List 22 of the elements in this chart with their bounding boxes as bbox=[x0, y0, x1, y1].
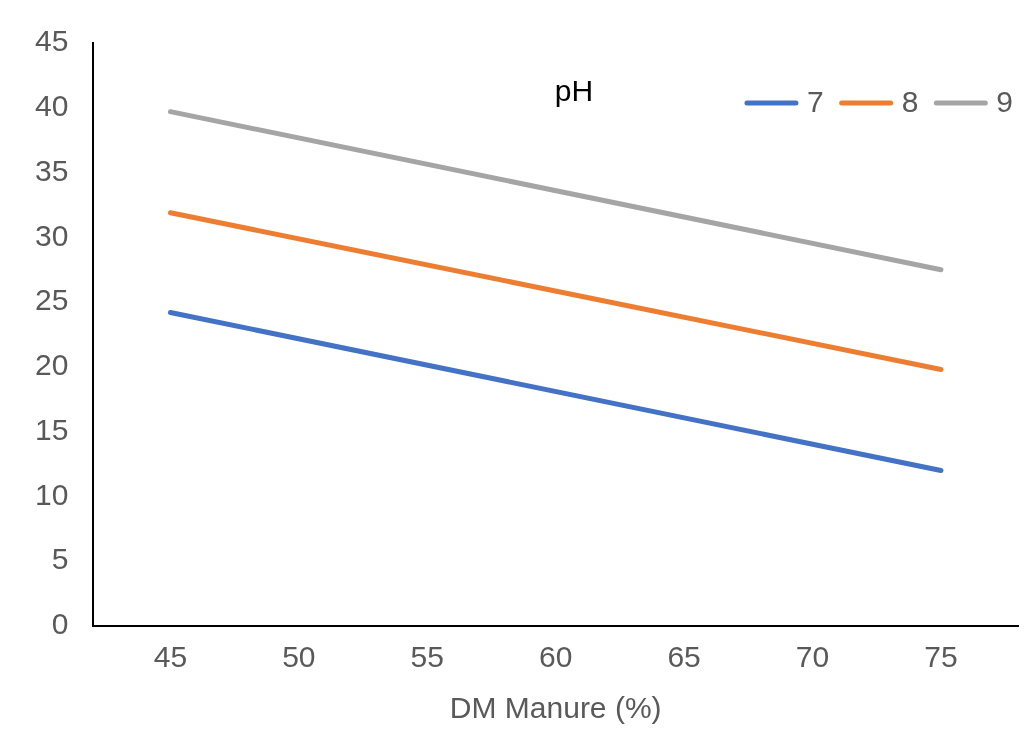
legend-label: 7 bbox=[806, 85, 824, 119]
x-axis-title: DM Manure (%) bbox=[449, 691, 662, 725]
x-tick-label: 45 bbox=[153, 640, 188, 674]
y-tick-label: 20 bbox=[34, 348, 69, 382]
x-tick-label: 50 bbox=[282, 640, 316, 674]
y-tick-label: 35 bbox=[34, 153, 69, 187]
y-tick-label: 0 bbox=[51, 607, 69, 641]
y-tick-label: 25 bbox=[34, 283, 69, 317]
x-tick-label: 55 bbox=[410, 640, 444, 674]
legend-title: pH bbox=[554, 74, 594, 108]
legend-label: 9 bbox=[996, 85, 1013, 119]
y-tick-label: 40 bbox=[34, 89, 69, 123]
x-tick-label: 60 bbox=[539, 640, 573, 674]
y-tick-label: 30 bbox=[34, 218, 69, 252]
x-tick-label: 70 bbox=[795, 640, 830, 674]
y-tick-label: 15 bbox=[34, 412, 69, 446]
x-tick-label: 65 bbox=[667, 640, 701, 674]
y-tick-label: 5 bbox=[51, 542, 69, 576]
x-tick-label: 75 bbox=[924, 640, 958, 674]
legend-label: 8 bbox=[901, 85, 919, 119]
y-tick-label: 10 bbox=[34, 477, 69, 511]
y-tick-label: 45 bbox=[34, 24, 69, 58]
